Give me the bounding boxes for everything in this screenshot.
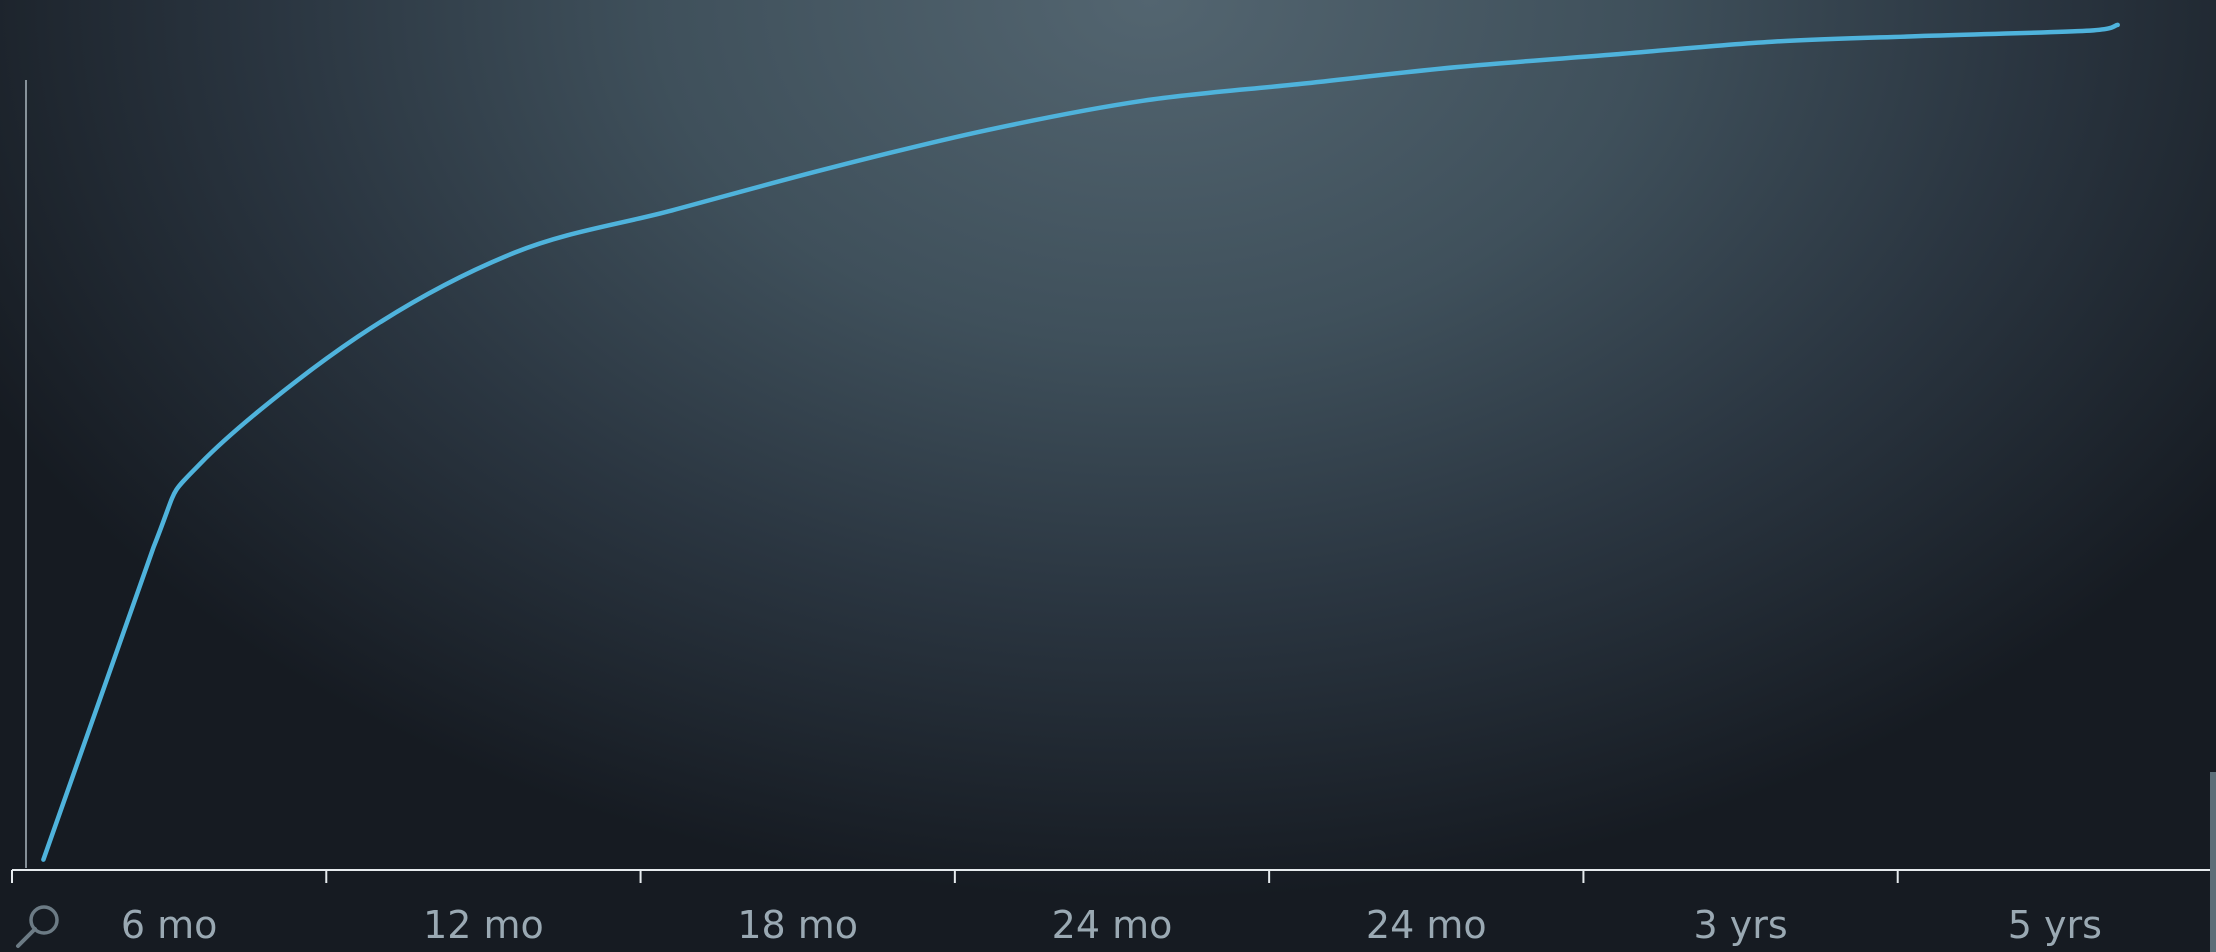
series-point — [827, 166, 831, 170]
x-tick-label: 24 mo — [1052, 903, 1173, 947]
x-tick-label: 5 yrs — [2008, 903, 2102, 947]
series-point — [1613, 52, 1617, 56]
x-axis-ticks — [11, 870, 2213, 883]
x-tick-label: 6 mo — [121, 903, 218, 947]
series-point — [1456, 65, 1460, 69]
series-point — [1141, 99, 1145, 103]
series-point — [41, 858, 45, 862]
series-point — [1299, 82, 1303, 86]
series-point — [513, 251, 517, 255]
x-tick-label: 18 mo — [737, 903, 858, 947]
series-line — [41, 22, 2120, 862]
scroll-handle[interactable] — [2210, 772, 2216, 952]
x-tick-label: 24 mo — [1366, 903, 1487, 947]
series-point — [984, 128, 988, 132]
series-points — [41, 23, 2119, 862]
x-tick-label: 12 mo — [423, 903, 544, 947]
magnifier-icon[interactable] — [14, 900, 64, 950]
series-point — [356, 335, 360, 339]
x-tick-label: 3 yrs — [1693, 903, 1787, 947]
series-point — [151, 546, 155, 550]
series-point — [1927, 34, 1931, 38]
x-axis-tick-labels: 6 mo 12 mo 18 mo 24 mo 24 mo 3 yrs 5 yrs — [121, 903, 2102, 947]
series-point — [1770, 40, 1774, 44]
series-point — [670, 208, 674, 212]
series-point — [199, 461, 203, 465]
series-point — [2084, 29, 2088, 33]
series-point — [2116, 23, 2120, 27]
